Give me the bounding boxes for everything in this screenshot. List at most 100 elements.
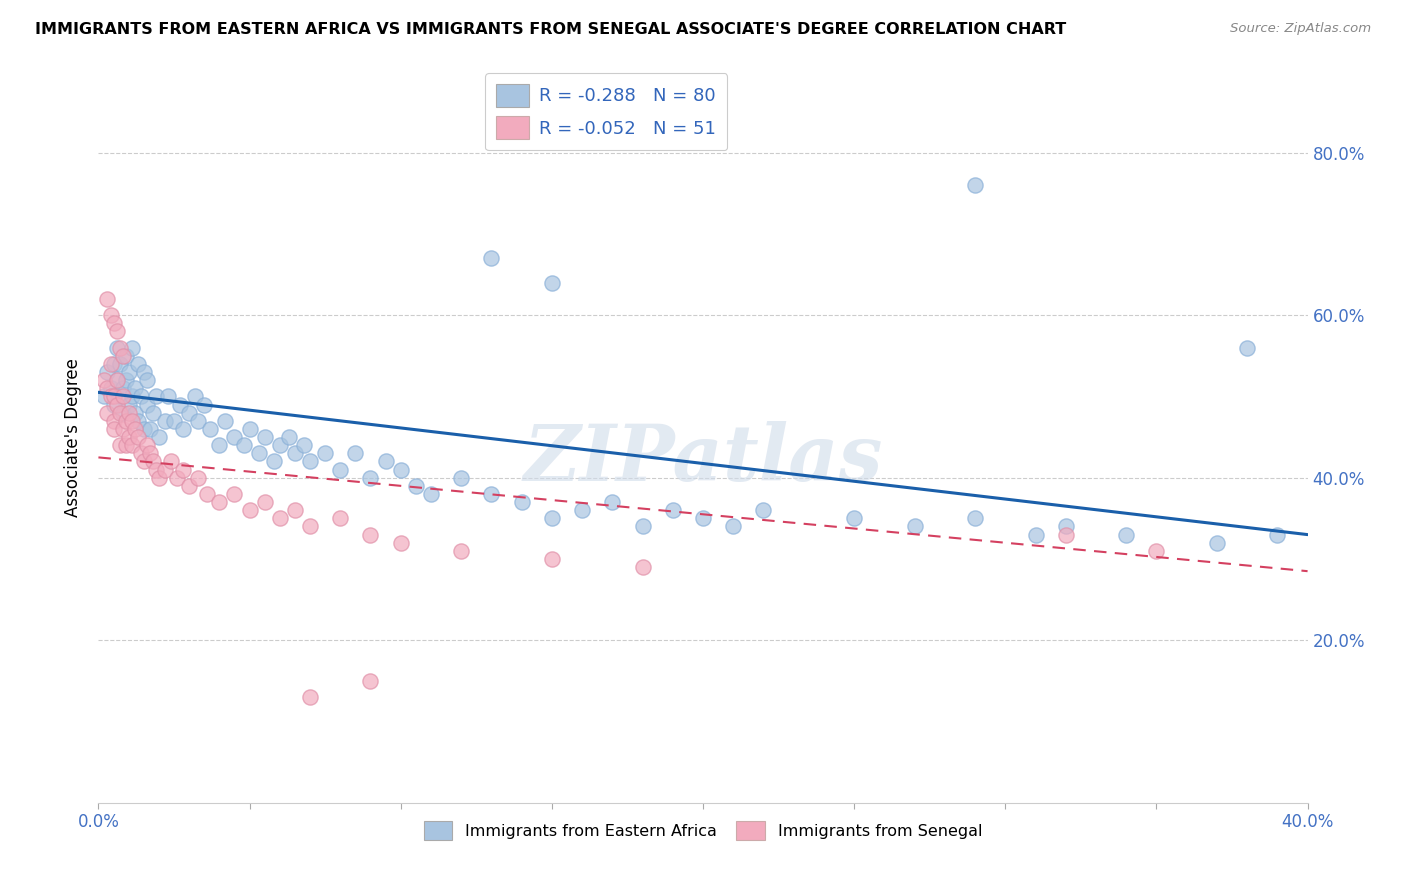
Point (208, 438, 231, 452)
Point (148, 430, 170, 444)
Point (142, 406, 165, 420)
Point (1206, 535, 1229, 549)
Point (299, 454, 322, 468)
Point (172, 462, 194, 476)
Point (103, 389, 125, 403)
Point (121, 438, 143, 452)
Point (160, 454, 183, 468)
Point (96, 406, 118, 420)
Point (145, 389, 167, 403)
Point (284, 446, 307, 460)
Point (965, 178, 987, 193)
Point (405, 479, 427, 493)
Point (239, 422, 262, 436)
Point (139, 446, 162, 460)
Text: IMMIGRANTS FROM EASTERN AFRICA VS IMMIGRANTS FROM SENEGAL ASSOCIATE'S DEGREE COR: IMMIGRANTS FROM EASTERN AFRICA VS IMMIGR… (35, 22, 1066, 37)
Point (105, 341, 128, 355)
Point (142, 454, 165, 468)
Point (179, 479, 201, 493)
Point (571, 503, 593, 517)
Point (187, 414, 209, 428)
Point (299, 519, 322, 533)
Point (96, 365, 118, 379)
Point (153, 414, 176, 428)
Point (247, 446, 270, 460)
Point (360, 673, 382, 688)
Point (187, 471, 209, 485)
Point (118, 406, 141, 420)
Point (118, 365, 141, 379)
Point (156, 389, 179, 403)
Point (224, 487, 246, 501)
Point (121, 414, 143, 428)
Point (661, 503, 683, 517)
Point (135, 373, 157, 387)
Point (118, 398, 141, 412)
Point (692, 511, 714, 525)
Point (1267, 527, 1289, 541)
Point (360, 471, 382, 485)
Point (752, 503, 775, 517)
Point (108, 438, 131, 452)
Point (193, 398, 215, 412)
Point (1054, 527, 1077, 541)
Text: ZIPatlas: ZIPatlas (523, 421, 883, 497)
Point (420, 487, 443, 501)
Point (284, 503, 307, 517)
Point (139, 422, 162, 436)
Point (100, 308, 122, 322)
Point (145, 462, 167, 476)
Point (450, 544, 472, 558)
Point (96, 381, 118, 395)
Point (135, 398, 157, 412)
Point (269, 511, 291, 525)
Point (103, 357, 125, 371)
Point (179, 406, 201, 420)
Point (118, 430, 141, 444)
Point (100, 357, 122, 371)
Point (1144, 544, 1167, 558)
Point (299, 690, 322, 705)
Point (96, 292, 118, 306)
Point (232, 438, 254, 452)
Point (631, 560, 654, 574)
Point (510, 495, 533, 509)
Point (1024, 527, 1046, 541)
Point (127, 414, 149, 428)
Point (127, 430, 149, 444)
Point (111, 349, 134, 363)
Point (481, 487, 503, 501)
Point (208, 495, 231, 509)
Point (105, 373, 128, 387)
Point (114, 438, 136, 452)
Point (540, 276, 562, 290)
Point (163, 414, 186, 428)
Point (108, 389, 131, 403)
Point (1236, 341, 1258, 355)
Point (129, 446, 152, 460)
Point (224, 430, 246, 444)
Point (124, 406, 146, 420)
Point (129, 389, 152, 403)
Point (540, 511, 562, 525)
Point (723, 519, 745, 533)
Point (93, 373, 115, 387)
Point (184, 389, 207, 403)
Point (153, 462, 176, 476)
Point (108, 406, 131, 420)
Point (344, 446, 367, 460)
Point (200, 422, 222, 436)
Point (132, 422, 155, 436)
Point (111, 406, 134, 420)
Point (965, 511, 987, 525)
Point (263, 454, 285, 468)
Point (93, 389, 115, 403)
Point (389, 462, 412, 476)
Point (100, 381, 122, 395)
Point (114, 414, 136, 428)
Point (121, 389, 143, 403)
Point (103, 316, 125, 330)
Point (103, 414, 125, 428)
Y-axis label: Associate's Degree: Associate's Degree (65, 358, 83, 516)
Point (132, 454, 155, 468)
